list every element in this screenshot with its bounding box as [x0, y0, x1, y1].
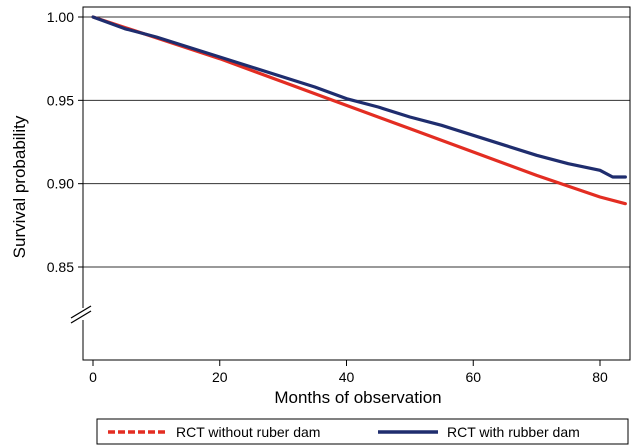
y-tick-label: 0.95 [47, 92, 74, 108]
x-tick-label: 20 [212, 369, 228, 385]
axis-break-gap [80, 308, 86, 320]
axis-break-line [70, 305, 92, 319]
y-axis-title: Survival probability [10, 115, 29, 258]
x-tick-label: 0 [89, 369, 97, 385]
x-tick-label: 40 [339, 369, 355, 385]
axis-break-line [70, 310, 92, 324]
y-tick-label: 1.00 [47, 9, 74, 25]
y-tick-label: 0.90 [47, 176, 74, 192]
x-tick-label: 80 [592, 369, 608, 385]
series-line-1 [91, 15, 627, 179]
legend-label-with-rubber-dam: RCT with rubber dam [447, 424, 580, 440]
legend-label-without-rubber-dam: RCT without ruber dam [176, 424, 320, 440]
legend-box [96, 418, 629, 445]
x-axis-title: Months of observation [274, 388, 441, 407]
x-tick-label: 60 [465, 369, 481, 385]
legend: RCT without ruber dam RCT with rubber da… [96, 418, 629, 445]
y-axis-break-marker [70, 305, 92, 324]
y-tick-label: 0.85 [47, 259, 74, 275]
